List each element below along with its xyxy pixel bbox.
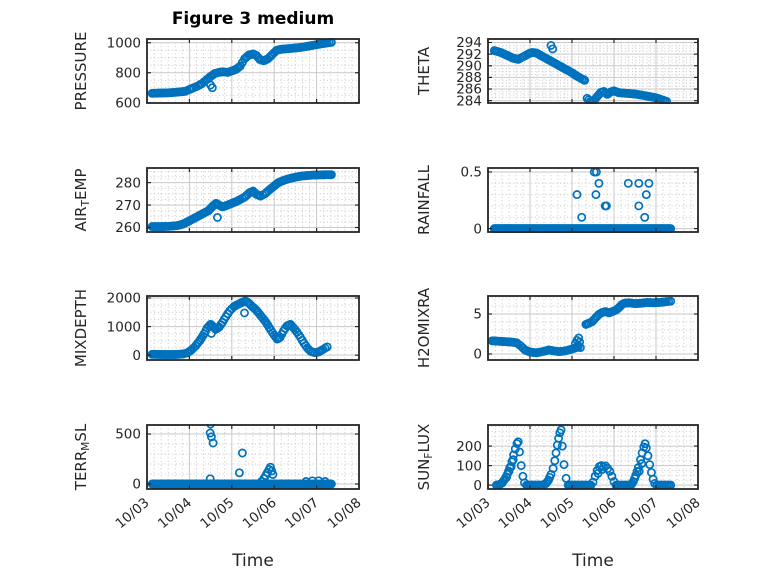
y-tick-labels: 05 (473, 307, 482, 363)
y-axis-label: H2OMIXRA (415, 287, 433, 368)
minor-grid (488, 39, 698, 103)
y-axis-label: SUNFLUX (415, 424, 435, 491)
tick-marks (487, 296, 699, 360)
figure-title: Figure 3 medium (171, 9, 335, 29)
subplot-mixdepth: 0 1000 2000 MIXDEPTH (72, 289, 360, 367)
y-tick-labels: 260 270 280 (115, 175, 141, 236)
y-axis-label: PRESSURE (72, 32, 90, 111)
axes-box (487, 424, 699, 490)
svg-text:0: 0 (132, 348, 141, 364)
tick-marks (146, 425, 360, 489)
svg-text:10/07: 10/07 (282, 495, 322, 532)
svg-text:0: 0 (473, 478, 482, 494)
svg-text:10/06: 10/06 (579, 495, 619, 532)
y-axis-label: THETA (415, 46, 433, 96)
y-tick-labels: 0 500 (115, 427, 141, 493)
svg-text:260: 260 (115, 220, 141, 236)
svg-text:600: 600 (115, 95, 141, 111)
y-tick-labels: 600 800 1000 (107, 35, 141, 111)
svg-text:10/05: 10/05 (197, 495, 237, 532)
tick-marks (487, 168, 699, 232)
svg-text:286: 286 (456, 82, 482, 98)
data-markers (489, 40, 671, 104)
svg-text:10/04: 10/04 (495, 495, 535, 532)
svg-text:0: 0 (473, 221, 482, 237)
data-markers (487, 296, 676, 358)
axes-box (146, 295, 360, 361)
y-axis-label: RAINFALL (415, 164, 433, 235)
svg-text:10/03: 10/03 (453, 495, 493, 532)
minor-grid (147, 39, 359, 103)
svg-text:0.5: 0.5 (461, 165, 482, 181)
svg-text:0: 0 (473, 347, 482, 363)
tick-marks (487, 425, 699, 489)
tick-marks (487, 39, 699, 103)
subplot-sun_flux: 0 100 200 10/03 10/04 10/05 10/06 10/07 10/08 SUN… (415, 424, 704, 532)
svg-text:10/07: 10/07 (621, 495, 661, 532)
axes-box (146, 38, 360, 104)
data-markers (147, 170, 336, 232)
svg-text:280: 280 (115, 175, 141, 191)
svg-text:0: 0 (132, 477, 141, 493)
x-axis-label-left: Time (232, 551, 274, 571)
svg-text:10/03: 10/03 (112, 495, 152, 532)
svg-text:294: 294 (456, 35, 482, 51)
svg-text:10/08: 10/08 (324, 495, 364, 532)
svg-text:10/08: 10/08 (663, 495, 703, 532)
tick-marks (146, 39, 360, 104)
svg-text:10/06: 10/06 (240, 495, 280, 532)
svg-text:100: 100 (456, 458, 482, 474)
axes-box (146, 424, 360, 490)
svg-text:200: 200 (456, 439, 482, 455)
svg-text:290: 290 (456, 59, 482, 75)
tick-marks (146, 168, 360, 232)
minor-grid (147, 425, 359, 489)
svg-text:10/05: 10/05 (537, 495, 577, 532)
tick-marks (146, 296, 360, 360)
subplot-air_temp: 260 270 280 AIRTEMP (72, 167, 360, 236)
y-tick-labels: 0 1000 2000 (107, 291, 141, 364)
y-axis-label: MIXDEPTH (72, 289, 90, 367)
subplot-pressure: 600 800 1000 PRESSURE (72, 32, 360, 111)
subplot-terr_msl: 0 500 10/03 10/04 10/05 10/06 10/07 10/08 TERRMS… (72, 423, 365, 532)
y-tick-labels: 0 100 200 (456, 439, 482, 494)
svg-text:284: 284 (456, 93, 482, 109)
x-tick-labels: 10/03 10/04 10/05 10/06 10/07 10/08 (112, 495, 364, 532)
axes-box (146, 167, 360, 233)
x-tick-labels: 10/03 10/04 10/05 10/06 10/07 10/08 (453, 495, 703, 532)
svg-text:288: 288 (456, 70, 482, 86)
svg-text:1000: 1000 (107, 35, 141, 51)
svg-text:1000: 1000 (107, 319, 141, 335)
svg-text:800: 800 (115, 65, 141, 81)
data-markers (147, 38, 336, 98)
data-markers (147, 296, 332, 360)
axes-box (487, 167, 699, 233)
y-axis-label: AIRTEMP (72, 169, 92, 232)
svg-text:500: 500 (115, 427, 141, 443)
svg-text:292: 292 (456, 47, 482, 63)
y-axis-label: TERRMSL (72, 423, 92, 491)
axes-box (487, 295, 699, 361)
svg-text:5: 5 (473, 307, 482, 323)
svg-text:270: 270 (115, 198, 141, 214)
svg-text:10/04: 10/04 (155, 495, 195, 532)
y-tick-labels: 00.5 (461, 165, 482, 238)
x-axis-label-right: Time (572, 551, 614, 571)
svg-text:2000: 2000 (107, 291, 141, 307)
axes-box (487, 38, 699, 104)
data-markers (147, 424, 336, 489)
